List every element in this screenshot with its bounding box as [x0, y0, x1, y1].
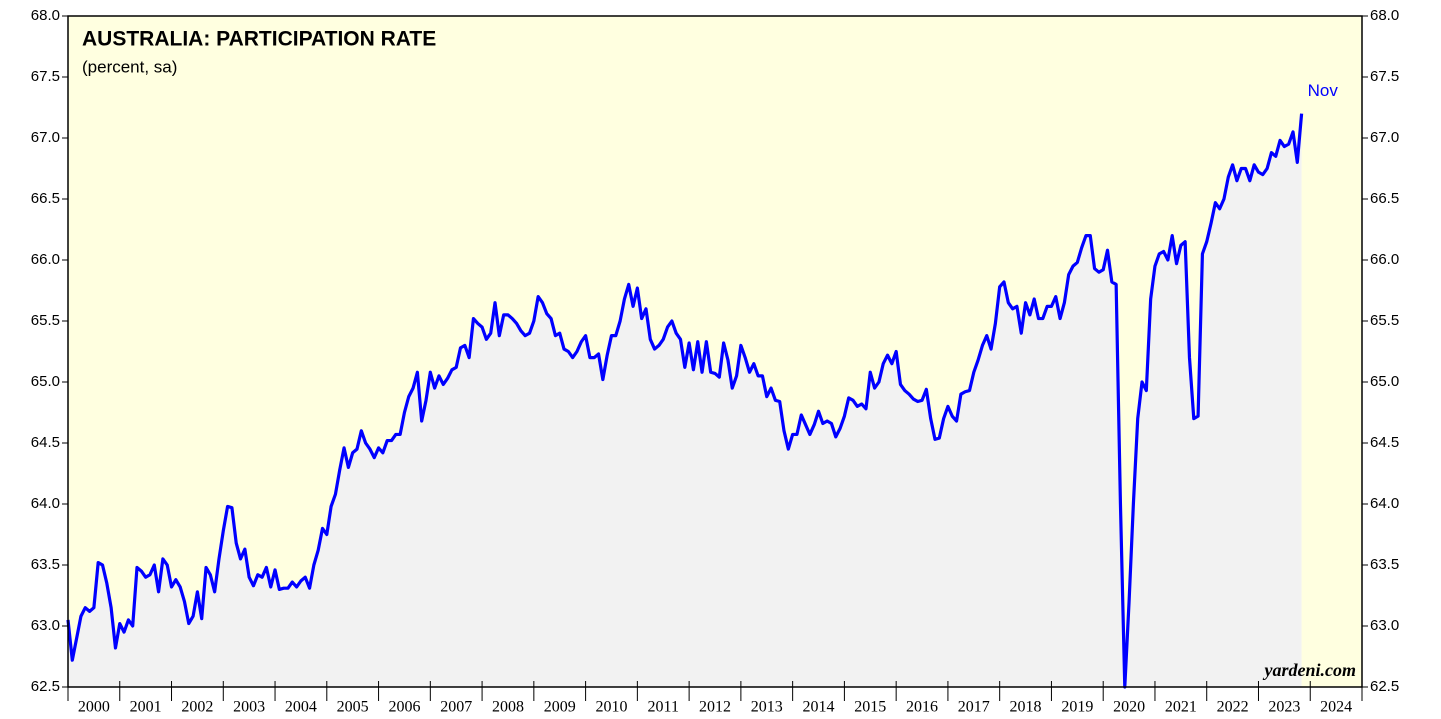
y-tick-label: 63.0 [31, 617, 60, 634]
x-tick-label: 2004 [285, 699, 317, 716]
x-tick-label: 2002 [181, 699, 213, 716]
x-tick-label: 2014 [803, 699, 835, 716]
x-tick-label: 2010 [595, 699, 627, 716]
x-tick-label: 2015 [854, 699, 886, 716]
x-tick-label: 2009 [544, 699, 576, 716]
y2-tick-label: 64.5 [1370, 434, 1399, 451]
plot-frame [67, 15, 1363, 688]
y-tick-label: 67.5 [31, 68, 60, 85]
y-tick-label: 63.5 [31, 556, 60, 573]
y2-tick-label: 65.5 [1370, 312, 1399, 329]
y2-tick-label: 63.0 [1370, 617, 1399, 634]
x-tick-label: 2017 [958, 699, 990, 716]
y2-tick-label: 65.0 [1370, 373, 1399, 390]
x-tick-label: 2001 [130, 699, 162, 716]
x-tick-label: 2011 [648, 699, 679, 716]
y2-tick-label: 68.0 [1370, 7, 1399, 24]
chart-title: AUSTRALIA: PARTICIPATION RATE [82, 28, 436, 51]
x-tick-label: 2007 [440, 699, 472, 716]
x-tick-label: 2018 [1010, 699, 1042, 716]
x-tick-label: 2023 [1268, 699, 1300, 716]
y-tick-label: 68.0 [31, 7, 60, 24]
y-tick-label: 65.0 [31, 373, 60, 390]
x-tick-label: 2006 [388, 699, 420, 716]
y-tick-label: 64.5 [31, 434, 60, 451]
x-tick-label: 2008 [492, 699, 524, 716]
end-annotation: Nov [1308, 81, 1339, 100]
line [66, 113, 1304, 689]
x-tick-label: 2024 [1320, 699, 1352, 716]
x-tick-label: 2012 [699, 699, 731, 716]
y2-tick-label: 62.5 [1370, 678, 1399, 695]
y-tick-label: 65.5 [31, 312, 60, 329]
chart-subtitle: (percent, sa) [82, 57, 177, 76]
x-tick-label: 2016 [906, 699, 938, 716]
x-tick-label: 2013 [751, 699, 783, 716]
source: yardeni.com [1263, 660, 1357, 680]
y2-tick-label: 64.0 [1370, 495, 1399, 512]
y2-tick-label: 67.5 [1370, 68, 1399, 85]
y2-tick-label: 66.5 [1370, 190, 1399, 207]
y-tick-label: 64.0 [31, 495, 60, 512]
x-tick-label: 2003 [233, 699, 265, 716]
y2-tick-label: 66.0 [1370, 251, 1399, 268]
x-tick-label: 2022 [1217, 699, 1249, 716]
x-tick-label: 2019 [1061, 699, 1093, 716]
x-tick-label: 2020 [1113, 699, 1145, 716]
y-tick-label: 67.0 [31, 129, 60, 146]
x-tick-label: 2021 [1165, 699, 1197, 716]
y2-tick-label: 63.5 [1370, 556, 1399, 573]
y2-tick-label: 67.0 [1370, 129, 1399, 146]
x-tick-label: 2000 [78, 699, 110, 716]
x-tick-label: 2005 [337, 699, 369, 716]
y-tick-label: 62.5 [31, 678, 60, 695]
area [68, 113, 1302, 688]
y-tick-label: 66.0 [31, 251, 60, 268]
y-tick-label: 66.5 [31, 190, 60, 207]
